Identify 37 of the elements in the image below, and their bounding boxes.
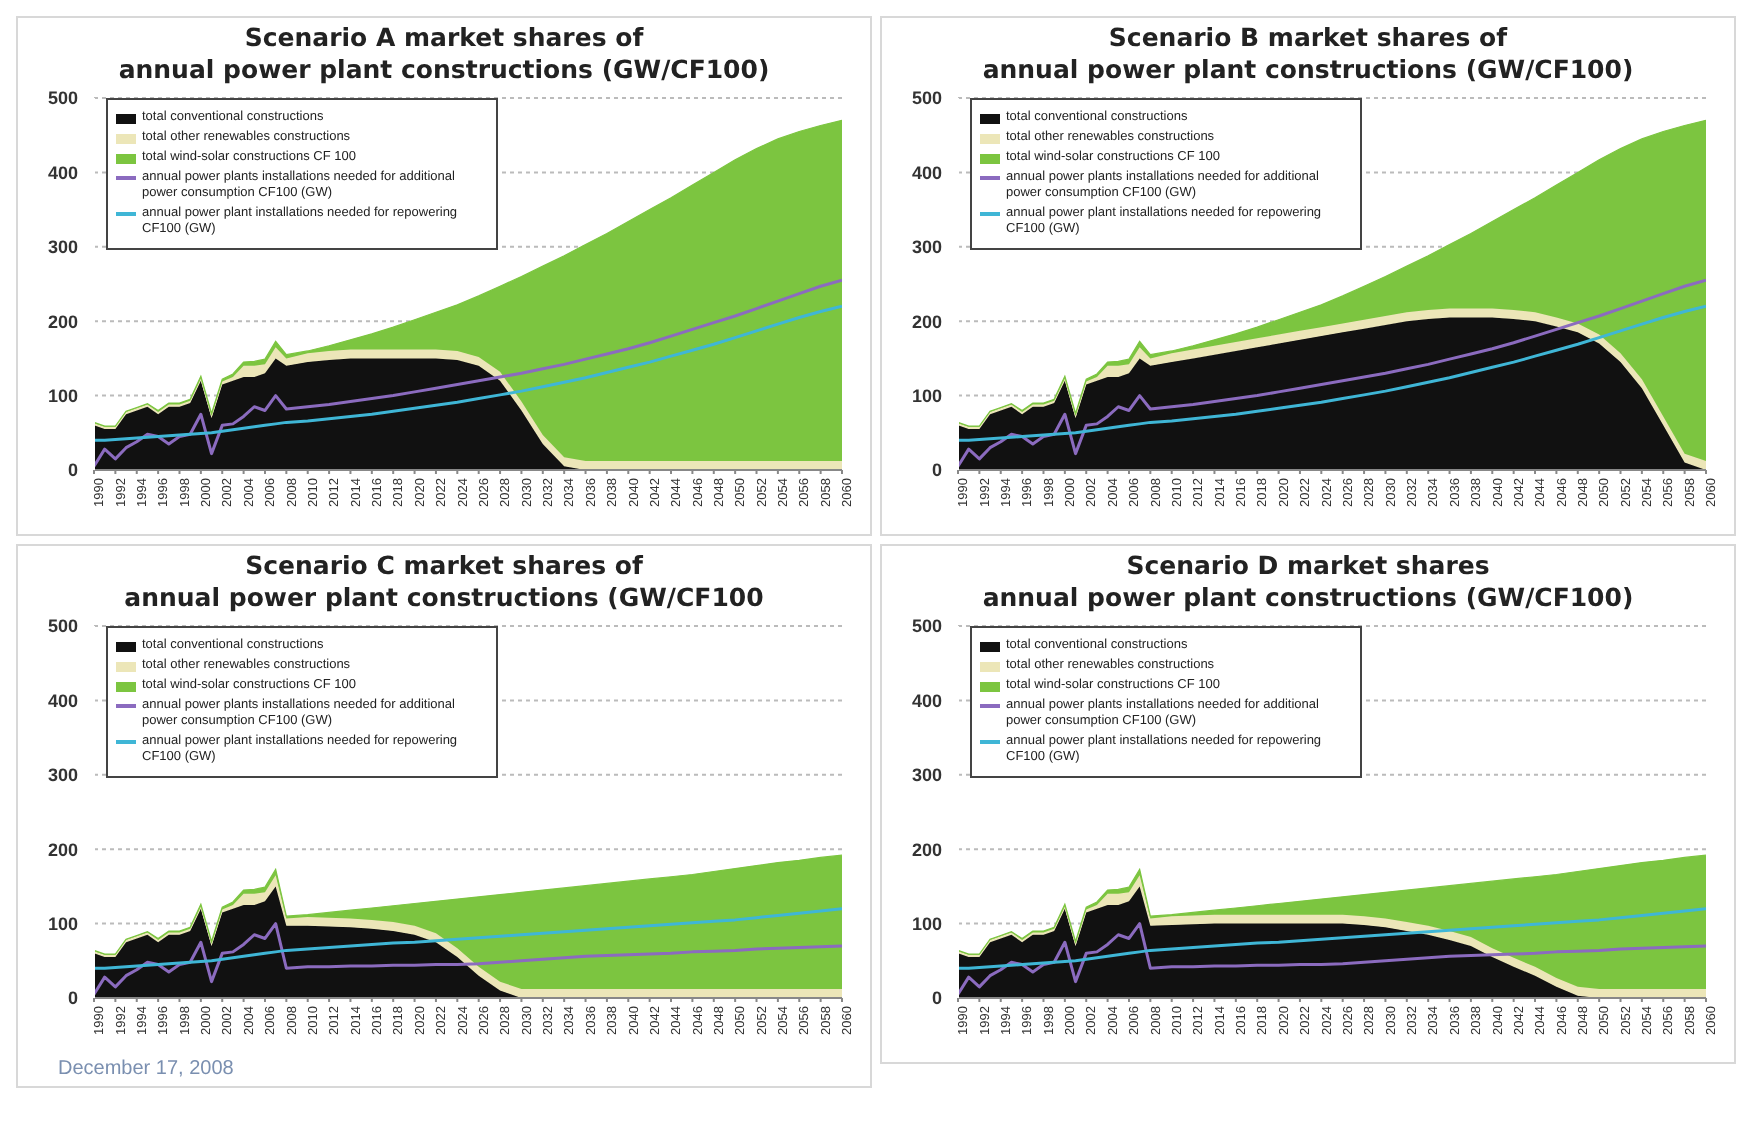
line-series bbox=[94, 278, 842, 468]
line-series bbox=[94, 922, 842, 996]
line-series bbox=[958, 907, 1706, 970]
y-tick-label: 400 bbox=[47, 162, 78, 183]
y-tick-label: 400 bbox=[47, 690, 78, 711]
y-tick-label: 500 bbox=[47, 616, 78, 637]
line-series bbox=[958, 304, 1706, 442]
y-tick-label: 300 bbox=[911, 237, 942, 258]
text: December 17, 2008 bbox=[56, 1058, 236, 1082]
y-tick-label: 500 bbox=[47, 88, 78, 109]
line-series bbox=[958, 922, 1706, 996]
y-tick-label: 500 bbox=[911, 616, 942, 637]
y-tick-label: 0 bbox=[67, 460, 78, 481]
line-series bbox=[94, 907, 842, 970]
chart-title: Scenario D market shares annual power plant constructions (GW/CF100) bbox=[980, 550, 1636, 614]
y-tick-label: 100 bbox=[47, 385, 78, 406]
y-tick-label: 400 bbox=[911, 690, 942, 711]
y-tick-label: 200 bbox=[47, 839, 78, 860]
line-series bbox=[94, 304, 842, 442]
y-tick-label: 300 bbox=[47, 765, 78, 786]
y-tick-label: 300 bbox=[47, 237, 78, 258]
line-series bbox=[958, 278, 1706, 468]
y-tick-label: 0 bbox=[931, 460, 942, 481]
y-tick-label: 300 bbox=[911, 765, 942, 786]
y-tick-label: 100 bbox=[47, 913, 78, 934]
y-tick-label: 100 bbox=[911, 385, 942, 406]
y-tick-label: 200 bbox=[911, 311, 942, 332]
y-tick-label: 200 bbox=[911, 839, 942, 860]
chart-title: Scenario C market shares of annual power plant constructions (GW/CF100 bbox=[122, 550, 766, 614]
y-tick-label: 400 bbox=[911, 162, 942, 183]
y-tick-label: 500 bbox=[911, 88, 942, 109]
y-tick-label: 0 bbox=[67, 988, 78, 1009]
y-tick-label: 0 bbox=[931, 988, 942, 1009]
chart-title: Scenario B market shares of annual power plant constructions (GW/CF100) bbox=[980, 22, 1636, 86]
chart-title: Scenario A market shares of annual power plant constructions (GW/CF100) bbox=[116, 22, 772, 86]
y-tick-label: 200 bbox=[47, 311, 78, 332]
y-tick-label: 100 bbox=[911, 913, 942, 934]
